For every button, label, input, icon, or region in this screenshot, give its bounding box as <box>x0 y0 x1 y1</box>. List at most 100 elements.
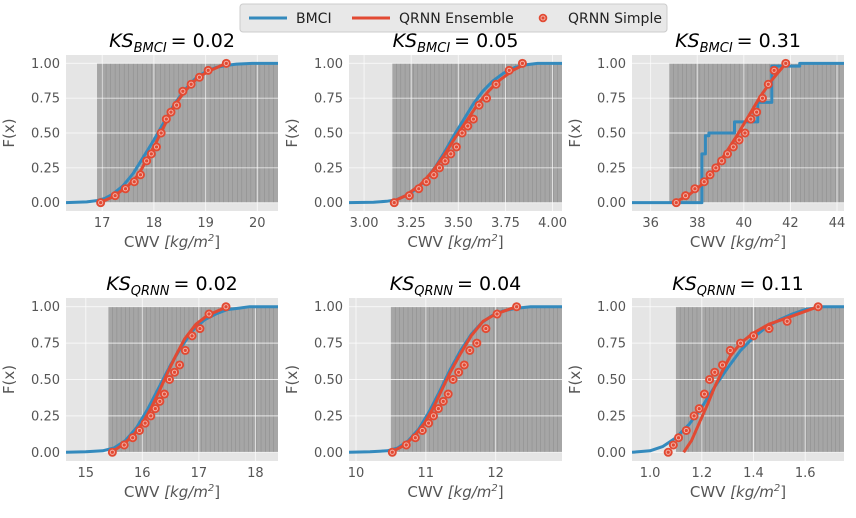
qrnn-simple-point-ring <box>416 186 422 192</box>
panel-title-main: KS <box>390 273 415 295</box>
qrnn-simple-point-ring <box>391 200 397 206</box>
qrnn-simple-point-ring <box>419 427 425 434</box>
series-group <box>632 58 844 208</box>
qrnn-simple-point-ring <box>719 362 726 368</box>
x-tick-label: 1.6 <box>795 466 816 481</box>
panel-title-main: KS <box>675 30 700 52</box>
qrnn-simple-point-ring <box>180 88 186 94</box>
panel-title-value: = 0.11 <box>739 273 803 295</box>
x-tick-label: 12 <box>487 466 504 481</box>
qrnn-simple-point-ring <box>719 158 725 164</box>
qrnn-simple-point-ring <box>136 427 143 434</box>
qrnn-simple-point <box>424 418 434 428</box>
qrnn-simple-point <box>465 345 475 355</box>
qrnn-simple-point <box>204 309 214 319</box>
qrnn-simple-point <box>674 433 684 443</box>
x-axis-label-exponent: 2 <box>491 483 497 494</box>
qrnn-simple-point <box>187 331 197 341</box>
qrnn-simple-point <box>156 128 166 138</box>
qrnn-simple-point-ring <box>506 67 512 73</box>
qrnn-simple-point-ring <box>765 81 771 87</box>
qrnn-simple-point-ring <box>696 406 702 412</box>
x-tick-label: 15 <box>78 466 95 481</box>
y-tick-label: 0.50 <box>597 373 626 388</box>
qrnn-simple-point-ring <box>476 102 482 108</box>
qrnn-simple-point-ring <box>436 165 443 171</box>
qrnn-simple-point <box>481 324 491 334</box>
qrnn-simple-point <box>96 198 106 208</box>
qrnn-simple-point-ring <box>754 109 760 115</box>
y-tick-label: 0.25 <box>314 409 343 424</box>
x-tick-label: 3.75 <box>491 216 520 231</box>
qrnn-simple-point <box>736 338 746 348</box>
y-tick-label: 0.50 <box>31 127 60 142</box>
qrnn-simple-point-ring <box>389 449 395 455</box>
legend-label-qrnn-ensemble: QRNN Ensemble <box>399 11 514 27</box>
y-tick-label: 0.25 <box>31 409 60 424</box>
qrnn-simple-point-ring <box>188 81 194 87</box>
qrnn-simple-point-ring <box>701 179 707 185</box>
qrnn-simple-point <box>140 418 150 428</box>
qrnn-simple-point-ring <box>122 186 129 192</box>
qrnn-simple-point <box>746 114 756 124</box>
legend: BMCI QRNN Ensemble QRNN Simple <box>239 3 668 33</box>
qrnn-simple-point-ring <box>148 413 154 419</box>
qrnn-simple-point <box>734 135 744 145</box>
x-axis-label-close: ] <box>780 483 786 501</box>
qrnn-simple-point-ring <box>109 449 115 455</box>
panel-title: KSQRNN = 0.02 <box>106 273 238 299</box>
qrnn-simple-point <box>504 65 514 75</box>
x-tick-label: 18 <box>146 216 163 231</box>
qrnn-simple-point <box>782 316 792 326</box>
x-axis-label-unit: [kg/m <box>164 233 208 251</box>
qrnn-simple-point <box>170 367 180 377</box>
series-group <box>66 302 278 457</box>
qrnn-simple-point-ring <box>403 442 409 448</box>
y-tick-label: 0.00 <box>31 196 60 211</box>
y-tick-label: 0.25 <box>597 161 626 176</box>
qrnn-simple-point-ring <box>713 165 719 171</box>
x-tick-label: 3.25 <box>397 216 426 231</box>
y-axis-label: F(x) <box>283 365 301 394</box>
y-tick-label: 0.50 <box>314 127 343 142</box>
panel-title: KSQRNN = 0.04 <box>390 273 522 299</box>
qrnn-simple-point-ring <box>197 325 203 332</box>
qrnn-simple-point <box>146 149 156 159</box>
qrnn-simple-point <box>159 389 169 399</box>
x-axis-label-exponent: 2 <box>774 233 780 244</box>
qrnn-simple-point-ring <box>707 172 713 178</box>
x-axis-label-exponent: 2 <box>774 483 780 494</box>
y-tick-label: 0.00 <box>314 446 343 461</box>
qrnn-simple-point <box>740 128 750 138</box>
panel-title-subscript: BMCI <box>417 41 450 56</box>
qrnn-simple-point-ring <box>189 333 195 339</box>
y-tick-label: 0.00 <box>597 196 626 211</box>
series-group <box>632 302 844 457</box>
x-tick-label: 3.50 <box>444 216 473 231</box>
panel-title-value: = 0.04 <box>457 273 521 295</box>
qrnn-simple-point <box>410 433 420 443</box>
y-axis-label: F(x) <box>566 365 584 394</box>
x-axis-label-name: CWV <box>124 233 164 251</box>
qrnn-simple-point <box>728 142 738 152</box>
qrnn-simple-point <box>194 72 204 82</box>
y-tick-label: 0.75 <box>597 337 626 352</box>
x-tick-label: 3.00 <box>350 216 379 231</box>
qrnn-simple-point <box>763 79 773 89</box>
y-tick-label: 0.75 <box>314 337 343 352</box>
qrnn-simple-point-ring <box>431 172 437 178</box>
qrnn-simple-point-ring <box>130 435 136 441</box>
qrnn-simple-point-ring <box>670 442 676 448</box>
panel-title-main: KS <box>672 273 697 295</box>
y-tick-label: 1.00 <box>597 300 626 315</box>
qrnn-simple-point <box>107 447 117 457</box>
qrnn-simple-point <box>186 79 196 89</box>
qrnn-simple-point-ring <box>112 193 118 199</box>
qrnn-simple-point <box>129 177 139 187</box>
x-tick-label: 44 <box>829 216 846 231</box>
qrnn-simple-point <box>421 177 431 187</box>
qrnn-simple-point <box>459 360 469 370</box>
qrnn-simple-point <box>155 396 165 406</box>
x-axis-label-name: CWV <box>407 233 447 251</box>
qrnn-simple-point-ring <box>161 391 167 397</box>
